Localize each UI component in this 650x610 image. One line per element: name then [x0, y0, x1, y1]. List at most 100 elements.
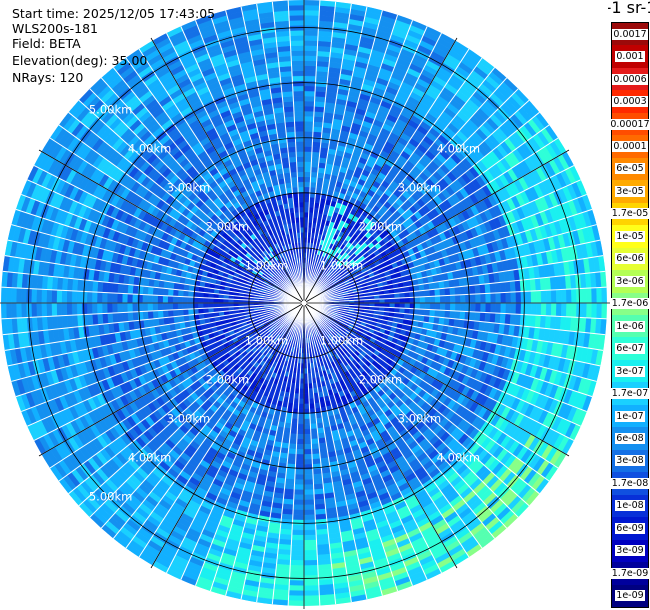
- ppi-gate-cell: [439, 295, 446, 304]
- ppi-gate-cell: [294, 469, 305, 475]
- ppi-gate-cell: [434, 295, 441, 304]
- ppi-gate-cell: [303, 201, 310, 208]
- ppi-gate-cell: [295, 464, 305, 470]
- ppi-gate-cell: [285, 473, 296, 480]
- ppi-gate-cell: [474, 284, 481, 295]
- ppi-gate-cell: [474, 311, 481, 322]
- ppi-gate-cell: [311, 443, 320, 450]
- ppi-gate-cell: [310, 166, 319, 173]
- ppi-gate-cell: [525, 290, 532, 304]
- ppi-gate-cell: [287, 453, 297, 460]
- ppi-gate-cell: [290, 428, 298, 435]
- ppi-gate-cell: [445, 295, 451, 304]
- ppi-gate-cell: [586, 302, 593, 319]
- ppi-gate-cell: [479, 312, 486, 323]
- ppi-gate-cell: [303, 494, 315, 501]
- ppi-gate-cell: [313, 488, 325, 495]
- ppi-gate-cell: [303, 514, 316, 521]
- ppi-gate-cell: [291, 534, 305, 541]
- ppi-gate-cell: [520, 302, 527, 315]
- ppi-gate-cell: [309, 186, 317, 193]
- ppi-gate-cell: [566, 288, 572, 304]
- ppi-gate-cell: [287, 448, 297, 455]
- ppi-gate-cell: [303, 519, 316, 526]
- ppi-gate-cell: [289, 433, 298, 440]
- ppi-gate-cell: [294, 474, 305, 480]
- ppi-gate-cell: [545, 302, 552, 317]
- ppi-gate-cell: [469, 284, 476, 295]
- ppi-gate-cell: [312, 473, 323, 480]
- ppi-gate-cell: [311, 453, 321, 460]
- ppi-gate-cell: [309, 418, 317, 425]
- ppi-gate-cell: [510, 291, 517, 304]
- ppi-gate-cell: [500, 292, 507, 304]
- ppi-gate-cell: [303, 565, 319, 571]
- ppi-gate-cell: [550, 302, 557, 317]
- ppi-gate-cell: [591, 302, 598, 319]
- ppi-gate-cell: [303, 554, 318, 561]
- ppi-gate-cell: [303, 398, 310, 405]
- ppi-gate-cell: [303, 459, 313, 465]
- ppi-gate-cell: [399, 302, 406, 309]
- ppi-gate-cell: [601, 302, 607, 320]
- ppi-gate-cell: [490, 292, 497, 304]
- ppi-gate-cell: [515, 291, 522, 304]
- ppi-gate-cell: [470, 302, 476, 313]
- ppi-gate-cell: [303, 544, 318, 551]
- ppi-gate-cell: [439, 309, 446, 319]
- ppi-gate-cell: [311, 146, 321, 153]
- ppi-gate-cell: [566, 302, 572, 318]
- ppi-gate-cell: [505, 291, 512, 304]
- ppi-gate-cell: [303, 504, 316, 511]
- ppi-gate-cell: [469, 311, 476, 322]
- ppi-gate-cell: [288, 443, 297, 450]
- ppi-gate-cell: [289, 565, 305, 571]
- ppi-gate-cell: [303, 30, 319, 36]
- ppi-gate-cell: [290, 559, 305, 566]
- ppi-gate-cell: [303, 60, 317, 67]
- ppi-gate-cell: [414, 290, 421, 298]
- ppi-gate-cell: [294, 484, 305, 491]
- ppi-gate-cell: [291, 413, 299, 420]
- ppi-gate-cell: [444, 287, 451, 296]
- ppi-gate-cell: [505, 302, 512, 315]
- ppi-gate-cell: [303, 413, 311, 420]
- ppi-gate-cell: [495, 302, 502, 314]
- ppi-gate-cell: [310, 423, 318, 430]
- ppi-gate-cell: [303, 171, 312, 178]
- ppi-gate-cell: [445, 302, 451, 311]
- ppi-gate-cell: [303, 35, 319, 41]
- ppi-gate-cell: [439, 287, 446, 297]
- ppi-gate-cell: [309, 413, 317, 420]
- ppi-gate-cell: [319, 0, 336, 7]
- ppi-gate-cell: [303, 9, 320, 16]
- ppi-gate-cell: [283, 488, 295, 495]
- ppi-gate-cell: [414, 296, 421, 304]
- ppi-gate-cell: [303, 206, 310, 213]
- ppi-gate-cell: [287, 600, 305, 606]
- ppi-gate-cell: [454, 310, 461, 320]
- ppi-gate-cell: [429, 289, 436, 297]
- ppi-gate-cell: [485, 302, 492, 313]
- ppi-gate-cell: [303, 110, 315, 117]
- ppi-gate-cell: [303, 570, 319, 576]
- ppi-gate-cell: [555, 289, 562, 304]
- ppi-gate-cell: [555, 302, 562, 317]
- ppi-gate-cell: [312, 136, 322, 143]
- ppi-gate-cell: [424, 302, 431, 310]
- ppi-gate-cell: [470, 293, 476, 304]
- ppi-gate-cell: [313, 483, 324, 490]
- ppi-gate-cell: [601, 286, 607, 304]
- ppi-gate-cell: [530, 290, 537, 304]
- ppi-gate-cell: [485, 293, 492, 304]
- ppi-gate-cell: [460, 302, 466, 312]
- ppi-gate-cell: [424, 309, 431, 317]
- ppi-gate-cell: [303, 403, 310, 410]
- ppi-gate-cell: [303, 131, 314, 137]
- ppi-gate-cell: [404, 297, 411, 304]
- ppi-gate-cell: [399, 297, 406, 304]
- ppi-gate-cell: [303, 75, 317, 82]
- ppi-gate-cell: [312, 463, 322, 470]
- ppi-gate-cell: [292, 509, 305, 516]
